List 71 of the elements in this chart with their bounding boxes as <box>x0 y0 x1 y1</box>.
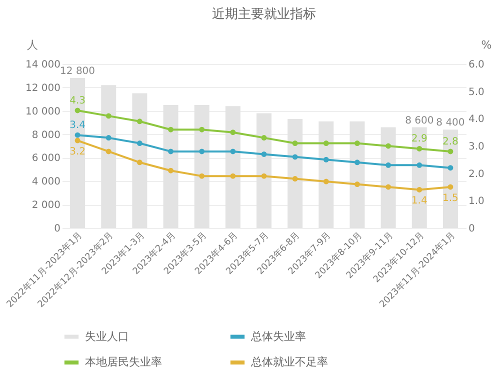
data-label: 3.2 <box>70 146 86 158</box>
legend-label: 总体就业不足率 <box>250 356 328 368</box>
point <box>168 126 174 132</box>
data-label: 2.8 <box>442 136 458 148</box>
y2-tick-label: 2.0 <box>468 168 484 180</box>
data-label: 1.5 <box>442 193 458 204</box>
point <box>74 108 80 114</box>
point <box>261 135 267 141</box>
legend-label: 总体失业率 <box>250 330 306 343</box>
point <box>323 140 329 146</box>
y-tick-label: 6 000 <box>32 153 60 164</box>
y-tick-label: 4 000 <box>32 176 60 188</box>
y-tick-label: 2 000 <box>32 200 60 212</box>
y-tick-label: 10 000 <box>26 106 60 118</box>
legend-label: 本地居民失业率 <box>85 356 162 368</box>
y2-tick-label: 1.0 <box>468 196 484 208</box>
y-tick-label: 12 000 <box>26 82 60 94</box>
point <box>199 173 205 179</box>
point <box>416 146 422 152</box>
y-tick-label: 8 000 <box>32 130 60 141</box>
point <box>386 143 392 149</box>
point <box>136 118 142 124</box>
data-label: 2.9 <box>411 134 428 145</box>
point <box>106 148 112 154</box>
point <box>230 173 236 179</box>
point <box>323 178 329 184</box>
data-label: 8 600 <box>405 115 434 126</box>
point <box>168 148 174 154</box>
data-label: 1.4 <box>411 196 428 207</box>
y2-tick-label: 5.0 <box>468 86 484 98</box>
legend-label: 失业人口 <box>85 330 129 343</box>
point <box>74 132 80 138</box>
point <box>136 140 142 146</box>
point <box>448 184 454 190</box>
point <box>261 151 267 157</box>
data-label: 4.3 <box>70 95 86 106</box>
data-label: 3.4 <box>70 120 86 132</box>
point <box>386 184 392 190</box>
point <box>292 176 298 182</box>
y2-tick-label: 6.0 <box>468 60 484 70</box>
y-axis-title: 人 <box>27 38 38 52</box>
point <box>416 162 422 168</box>
point <box>354 182 360 187</box>
data-label: 12 800 <box>60 66 96 78</box>
point <box>261 173 267 179</box>
data-label: 8 400 <box>436 118 465 129</box>
point <box>230 148 236 154</box>
point <box>74 138 80 144</box>
y2-tick-label: 3.0 <box>468 142 484 152</box>
y2-axis-title: % <box>481 38 492 52</box>
point <box>292 140 298 146</box>
point <box>323 156 329 162</box>
point <box>230 130 236 136</box>
point <box>386 162 392 168</box>
point <box>448 165 454 171</box>
point <box>416 187 422 192</box>
y-tick-label: 0 <box>54 224 60 234</box>
point <box>168 168 174 174</box>
point <box>136 160 142 166</box>
y-tick-label: 14 000 <box>26 60 60 70</box>
chart-title: 近期主要就业指标 <box>212 6 316 22</box>
y2-tick-label: 0 <box>468 224 475 234</box>
point <box>199 148 205 154</box>
point <box>106 135 112 141</box>
point <box>199 126 205 132</box>
point <box>292 154 298 160</box>
point <box>448 148 454 154</box>
point <box>354 140 360 146</box>
point <box>354 160 360 166</box>
point <box>106 113 112 119</box>
y2-tick-label: 4.0 <box>468 114 484 126</box>
